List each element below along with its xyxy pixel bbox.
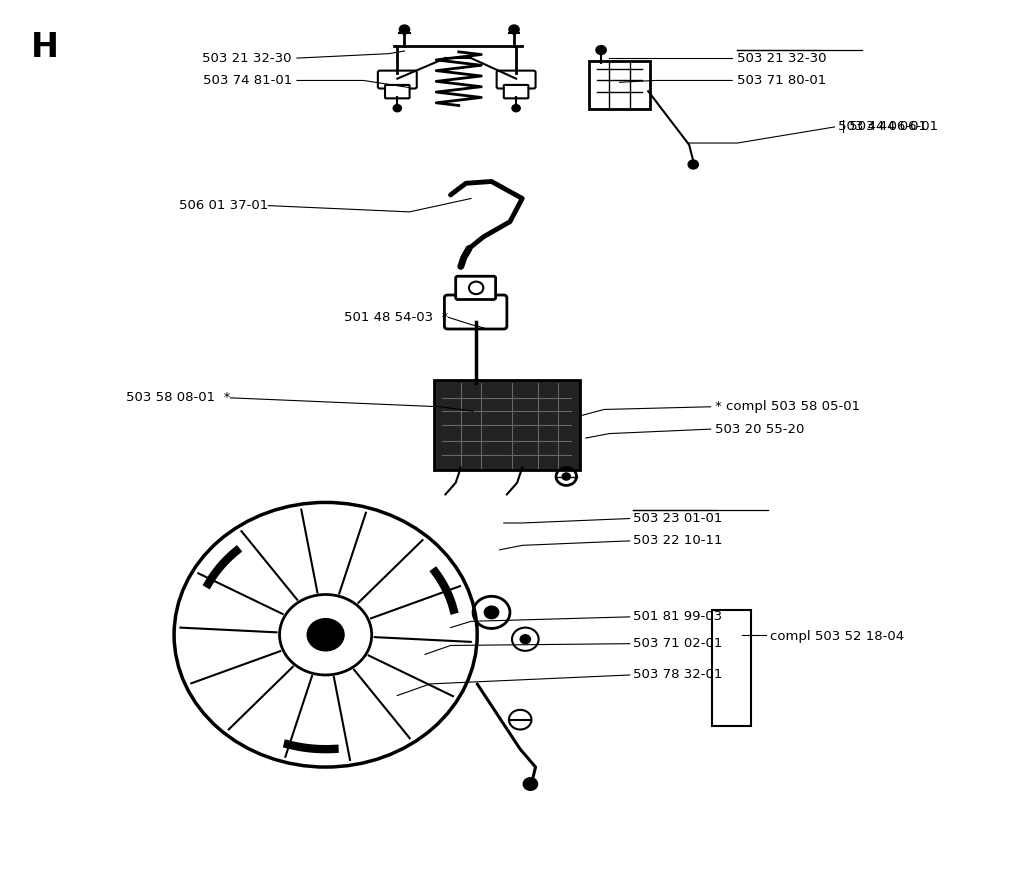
- Circle shape: [523, 778, 538, 790]
- Circle shape: [399, 25, 410, 34]
- Text: 501 81 99-03: 501 81 99-03: [633, 611, 722, 623]
- Circle shape: [509, 25, 519, 34]
- Text: H: H: [31, 31, 58, 64]
- Circle shape: [596, 46, 606, 55]
- Text: 503 74 81-01: 503 74 81-01: [203, 74, 292, 87]
- FancyBboxPatch shape: [504, 85, 528, 98]
- Text: 503 22 10-11: 503 22 10-11: [633, 535, 722, 547]
- Text: 503 21 32-30: 503 21 32-30: [203, 52, 292, 64]
- FancyBboxPatch shape: [378, 71, 417, 89]
- Circle shape: [307, 619, 344, 651]
- Text: 506 01 37-01: 506 01 37-01: [179, 199, 268, 212]
- Circle shape: [484, 606, 499, 619]
- Circle shape: [688, 160, 698, 169]
- Text: 503 21 32-30: 503 21 32-30: [737, 52, 826, 64]
- Text: 503 71 80-01: 503 71 80-01: [737, 74, 826, 87]
- Text: ❘503 44 06-01: ❘503 44 06-01: [838, 121, 938, 133]
- Circle shape: [520, 635, 530, 644]
- FancyBboxPatch shape: [456, 276, 496, 299]
- Text: 503 71 02-01: 503 71 02-01: [633, 637, 722, 650]
- FancyBboxPatch shape: [589, 61, 650, 109]
- Circle shape: [562, 473, 570, 480]
- Text: 503 78 32-01: 503 78 32-01: [633, 669, 722, 681]
- Text: 503 44 06-01: 503 44 06-01: [838, 121, 927, 133]
- Text: 503 58 08-01  *: 503 58 08-01 *: [126, 392, 230, 404]
- Circle shape: [512, 105, 520, 112]
- Text: 503 23 01-01: 503 23 01-01: [633, 512, 722, 525]
- Text: 503 20 55-20: 503 20 55-20: [715, 423, 804, 435]
- Text: 501 48 54-03  *: 501 48 54-03 *: [344, 311, 449, 324]
- Text: compl 503 52 18-04: compl 503 52 18-04: [770, 630, 904, 643]
- FancyBboxPatch shape: [497, 71, 536, 89]
- FancyBboxPatch shape: [444, 295, 507, 329]
- FancyBboxPatch shape: [434, 380, 580, 470]
- Bar: [712, 610, 751, 726]
- FancyBboxPatch shape: [385, 85, 410, 98]
- Text: * compl 503 58 05-01: * compl 503 58 05-01: [715, 401, 860, 413]
- Circle shape: [393, 105, 401, 112]
